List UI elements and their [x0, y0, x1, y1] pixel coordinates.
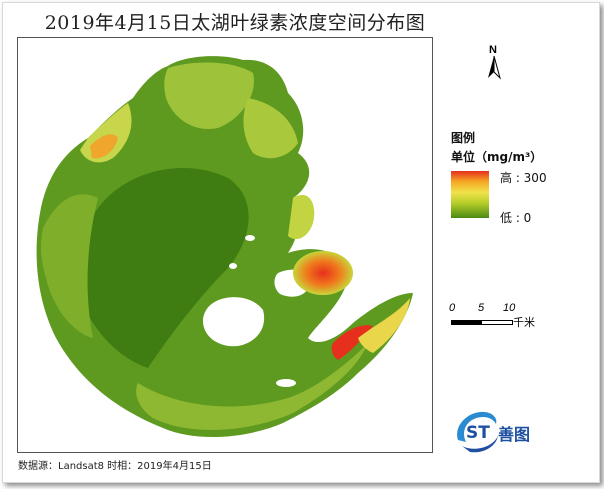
legend-title: 图例 — [451, 131, 476, 145]
map-canvas[interactable] — [17, 37, 433, 453]
island-large — [203, 297, 265, 347]
logo: ST 善图 — [452, 406, 552, 454]
zone-north — [164, 62, 254, 129]
legend-low-label: 低 : 0 — [500, 211, 532, 225]
hotspot-southeast — [331, 325, 373, 360]
hotspot-east — [293, 251, 353, 295]
zone-northwest-hot — [90, 134, 118, 159]
zone-south-shore — [136, 343, 368, 430]
scale-unit: 千米 — [513, 316, 535, 329]
island-small-2 — [229, 263, 237, 269]
north-arrow-icon — [488, 55, 501, 80]
legend-color-ramp — [451, 171, 489, 218]
north-arrow: N — [480, 44, 510, 84]
cove-east — [288, 194, 315, 240]
zone-southeast-yellow — [358, 298, 410, 353]
island-small-3 — [276, 379, 296, 387]
legend-high-label: 高 : 300 — [500, 171, 547, 185]
zone-central — [76, 168, 249, 368]
scale-bar-segment-white — [481, 320, 513, 325]
scale-tick-10: 10 — [503, 302, 516, 314]
scale-bar: 0 5 10 千米 — [449, 302, 569, 332]
legend-unit: 单位（mg/m³） — [451, 150, 543, 164]
north-label: N — [489, 44, 497, 56]
zone-west — [41, 194, 98, 338]
logo-mark: ST — [466, 423, 490, 443]
scale-bar-segment-black — [451, 320, 481, 325]
lake-map — [36, 56, 413, 438]
logo-text: 善图 — [498, 425, 531, 444]
logo-swirl-icon: ST — [457, 411, 498, 453]
map-title: 2019年4月15日太湖叶绿素浓度空间分布图 — [44, 12, 426, 34]
scale-tick-5: 5 — [478, 302, 485, 314]
scale-tick-0: 0 — [449, 302, 456, 314]
island-small-1 — [245, 235, 255, 241]
zone-northeast — [243, 98, 298, 159]
data-source-note: 数据源：Landsat8 时相：2019年4月15日 — [18, 461, 212, 472]
